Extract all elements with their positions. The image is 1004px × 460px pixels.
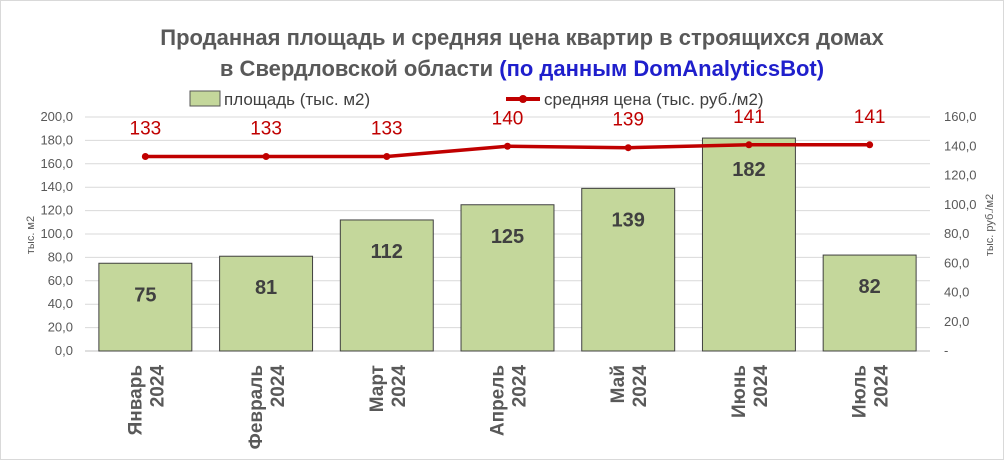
category-year: 2024 — [147, 365, 168, 408]
bar — [822, 254, 917, 352]
left-tick-label: 20,0 — [48, 320, 73, 335]
right-tick-label: 40,0 — [944, 285, 969, 300]
legend-bar-label: площадь (тыс. м2) — [224, 90, 370, 109]
left-tick-label: 60,0 — [48, 273, 73, 288]
chart-title-source: (по данным DomAnalyticsBot) — [499, 56, 824, 81]
left-tick-label: 140,0 — [40, 179, 73, 194]
category-label: Февраль 2024 — [246, 365, 289, 450]
category-label: Май 2024 — [608, 365, 651, 408]
category-year: 2024 — [751, 365, 772, 408]
bar-value-label: 75 — [134, 284, 156, 306]
left-tick-label: 40,0 — [48, 296, 73, 311]
right-tick-label: 20,0 — [944, 314, 969, 329]
chart-title-line2-main: в Свердловской области — [220, 56, 499, 81]
legend-line-label: средняя цена (тыс. руб./м2) — [544, 90, 764, 109]
category-label: Июль 2024 — [850, 365, 893, 419]
right-tick-label: - — [944, 343, 948, 358]
line-value-label: 140 — [492, 108, 524, 129]
bar — [219, 255, 314, 352]
line-point — [624, 144, 632, 152]
bar — [460, 204, 555, 352]
bar-value-label: 125 — [491, 226, 524, 248]
line-value-label: 133 — [250, 118, 282, 139]
category-year: 2024 — [630, 365, 651, 408]
category-label: Июнь 2024 — [729, 365, 772, 418]
bar-value-label: 112 — [371, 241, 403, 263]
bar-value-label: 81 — [255, 277, 277, 299]
legend-bar-swatch — [189, 90, 221, 107]
line-point — [745, 141, 753, 149]
line-value-label: 141 — [854, 107, 886, 128]
left-tick-label: 180,0 — [40, 132, 73, 147]
line-value-label: 133 — [130, 118, 162, 139]
left-tick-label: 120,0 — [40, 203, 73, 218]
right-tick-label: 140,0 — [944, 138, 977, 153]
left-tick-label: 100,0 — [40, 226, 73, 241]
category-month: Апрель — [488, 365, 509, 436]
category-month: Июнь — [729, 365, 750, 418]
line-point — [383, 152, 391, 160]
legend: площадь (тыс. м2) средняя цена (тыс. руб… — [189, 90, 764, 109]
right-tick-label: 60,0 — [944, 255, 969, 270]
line-point — [262, 152, 270, 160]
category-month: Май — [608, 365, 629, 403]
right-axis-title: тыс. руб./м2 — [984, 194, 996, 256]
category-year: 2024 — [389, 365, 410, 408]
right-tick-label: 80,0 — [944, 226, 969, 241]
line-series: 133 133 133 140 139 141 141 — [130, 107, 886, 160]
left-tick-label: 80,0 — [48, 249, 73, 264]
category-year: 2024 — [872, 365, 893, 408]
left-tick-label: 160,0 — [40, 156, 73, 171]
category-label: Январь 2024 — [125, 365, 168, 436]
line-value-label: 133 — [371, 118, 403, 139]
bar-value-label: 82 — [859, 276, 881, 298]
category-label: Апрель 2024 — [488, 365, 531, 437]
line-value-label: 139 — [612, 110, 644, 131]
line-value-label: 141 — [733, 107, 765, 128]
category-axis: Январь 2024 Февраль 2024 Март 2024 Апрель 2024 М… — [125, 365, 892, 450]
bar — [581, 187, 676, 352]
category-month: Июль — [850, 365, 871, 418]
right-axis-ticks: - 20,0 40,0 60,0 80,0 100,0 120,0 140,0 160,0 — [944, 109, 977, 358]
right-tick-label: 160,0 — [944, 109, 977, 124]
chart-title-line1: Проданная площадь и средняя цена квартир… — [160, 25, 884, 50]
category-month: Январь — [125, 365, 146, 435]
left-tick-label: 0,0 — [55, 343, 73, 358]
right-tick-label: 100,0 — [944, 197, 977, 212]
category-year: 2024 — [268, 365, 289, 408]
bar — [339, 219, 434, 352]
chart-title-line2: в Свердловской области (по данным DomAna… — [220, 56, 824, 81]
category-year: 2024 — [510, 365, 531, 408]
left-axis-ticks: 0,0 20,0 40,0 60,0 80,0 100,0 120,0 140,0 160,0 1… — [40, 109, 73, 358]
line-point — [504, 142, 511, 150]
category-month: Февраль — [246, 365, 267, 449]
category-label: Март 2024 — [367, 365, 410, 413]
bar-value-label: 182 — [732, 159, 765, 181]
bar-value-label: 139 — [612, 209, 645, 231]
line-point — [866, 141, 874, 149]
right-tick-label: 120,0 — [944, 168, 977, 183]
bar-series: 75 81 112 125 139 182 82 — [98, 137, 917, 352]
bar — [98, 262, 193, 352]
left-axis-title: тыс. м2 — [25, 216, 37, 254]
bar — [701, 137, 796, 352]
category-month: Март — [367, 365, 388, 412]
left-tick-label: 200,0 — [40, 109, 73, 124]
line-point — [141, 152, 149, 160]
legend-line-marker — [519, 95, 527, 103]
